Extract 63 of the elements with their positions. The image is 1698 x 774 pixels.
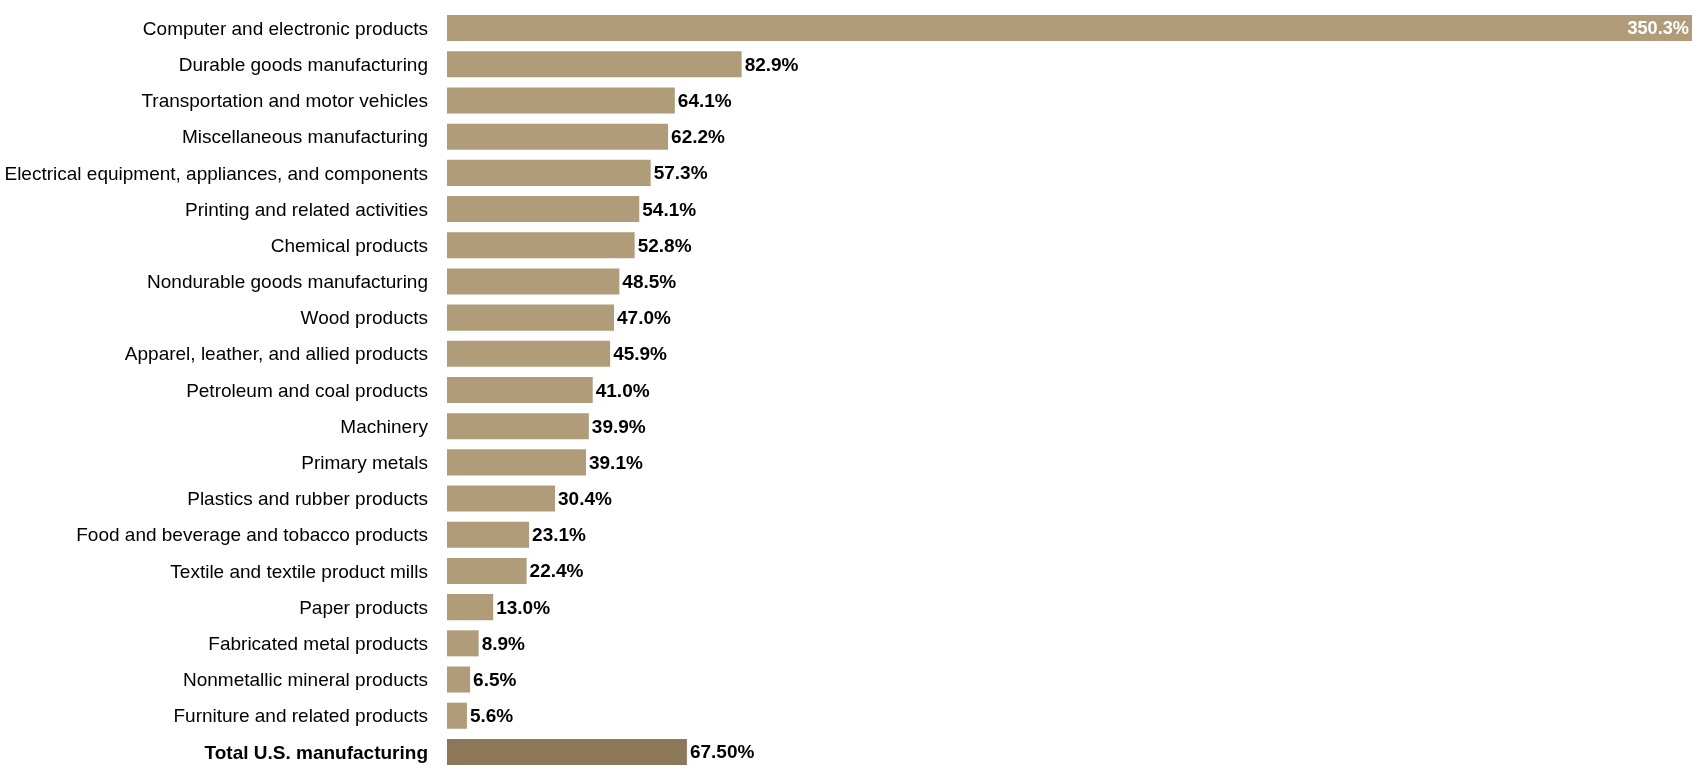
y-tick-label: Wood products	[300, 307, 428, 329]
y-tick-label: Transportation and motor vehicles	[141, 90, 428, 112]
y-tick-label: Nonmetallic mineral products	[183, 669, 428, 691]
bar	[447, 340, 611, 367]
y-tick-label: Nondurable goods manufacturing	[147, 271, 428, 293]
bar	[447, 666, 471, 693]
y-tick-label: Paper products	[299, 596, 428, 618]
data-label: 47.0%	[617, 307, 672, 329]
y-tick-label: Electrical equipment, appliances, and components	[4, 162, 428, 184]
y-tick-label: Food and beverage and tobacco products	[76, 524, 428, 546]
data-label: 67.50%	[689, 741, 755, 763]
bar	[447, 557, 527, 584]
y-tick-label: Durable goods manufacturing	[178, 53, 428, 75]
bar	[447, 232, 635, 259]
bar	[447, 449, 586, 476]
data-label: 45.9%	[613, 343, 668, 365]
bar	[447, 485, 556, 512]
bar	[447, 594, 494, 621]
bar	[447, 702, 467, 729]
data-label: 13.0%	[496, 596, 551, 618]
y-tick-label: Chemical products	[270, 234, 428, 256]
data-label: 48.5%	[622, 270, 677, 292]
data-label: 5.6%	[469, 705, 514, 727]
y-tick-label: Apparel, leather, and allied products	[124, 343, 428, 365]
data-label: 41.0%	[595, 379, 650, 401]
bar	[447, 268, 620, 295]
bar	[447, 413, 589, 440]
data-label: 64.1%	[677, 89, 732, 111]
data-label: 6.5%	[473, 669, 517, 691]
y-tick-label: Furniture and related products	[173, 705, 428, 727]
data-label: 8.9%	[481, 632, 526, 654]
y-tick-label: Primary metals	[301, 452, 428, 474]
y-tick-label: Petroleum and coal products	[186, 379, 428, 401]
data-label: 52.8%	[637, 234, 692, 256]
bar	[447, 738, 687, 765]
y-tick-label: Machinery	[340, 415, 429, 437]
bar	[447, 196, 640, 223]
y-tick-label: Printing and related activities	[185, 198, 428, 220]
data-label: 57.3%	[653, 162, 708, 184]
y-tick-label: Miscellaneous manufacturing	[181, 126, 428, 148]
bar	[447, 630, 479, 657]
y-tick-label: Total U.S. manufacturing	[204, 741, 428, 763]
data-label: 62.2%	[671, 126, 726, 148]
bar	[447, 159, 651, 186]
bar	[447, 521, 530, 548]
y-tick-label: Plastics and rubber products	[187, 488, 428, 510]
data-label: 39.1%	[588, 451, 643, 473]
data-label: 82.9%	[744, 53, 799, 75]
data-label: 30.4%	[558, 488, 613, 510]
bar	[447, 376, 593, 404]
bar	[447, 15, 1692, 42]
y-tick-label: Fabricated metal products	[208, 632, 428, 654]
data-label: 350.3%	[1627, 18, 1689, 39]
bar	[447, 51, 742, 78]
bar	[447, 123, 669, 150]
data-label: 54.1%	[642, 198, 697, 220]
y-tick-label: Computer and electronic products	[142, 17, 428, 39]
data-label: 22.4%	[529, 560, 584, 582]
y-tick-label: Textile and textile product mills	[170, 560, 428, 582]
data-label: 39.9%	[591, 415, 646, 437]
bar	[447, 304, 615, 331]
bar	[447, 87, 675, 114]
data-label: 23.1%	[532, 524, 587, 546]
